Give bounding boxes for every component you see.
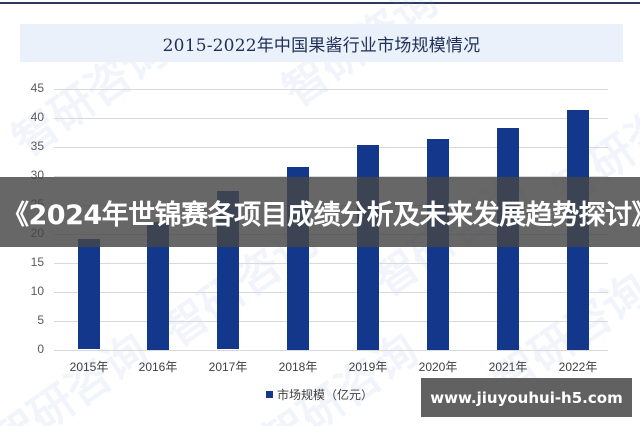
y-tick-label: 0 <box>37 342 44 356</box>
bar[interactable] <box>147 222 169 350</box>
banner-title: 《2024年世锦赛各项目成绩分析及未来发展趋势探讨》 <box>2 199 640 231</box>
x-tick-label: 2018年 <box>278 360 318 374</box>
y-tick-label: 40 <box>30 110 44 124</box>
overlay-banner[interactable]: 《2024年世锦赛各项目成绩分析及未来发展趋势探讨》 <box>0 177 640 247</box>
x-tick-label: 2021年 <box>488 360 528 374</box>
legend-label: 市场规模（亿元） <box>277 388 374 402</box>
y-tick-label: 10 <box>30 284 44 298</box>
x-tick-label: 2017年 <box>208 360 248 374</box>
gridline <box>54 118 608 119</box>
gridline <box>54 292 608 293</box>
chart-title-bar: 2015-2022年中国果酱行业市场规模情况 <box>20 24 623 62</box>
gridline <box>54 89 608 90</box>
chart-title: 2015-2022年中国果酱行业市场规模情况 <box>162 35 481 56</box>
y-tick-label: 15 <box>30 255 44 269</box>
y-tick-label: 45 <box>30 81 44 95</box>
bar[interactable] <box>78 239 100 349</box>
gridline <box>54 147 608 148</box>
top-rule <box>0 2 640 4</box>
site-url: www.jiuyouhui-h5.com <box>430 388 623 407</box>
bar[interactable] <box>357 145 379 350</box>
y-tick-label: 5 <box>37 313 44 327</box>
gridline <box>54 263 608 264</box>
x-tick-label: 2020年 <box>418 360 458 374</box>
site-url-badge[interactable]: www.jiuyouhui-h5.com <box>421 378 632 417</box>
x-tick-label: 2016年 <box>138 360 178 374</box>
x-tick-label: 2019年 <box>348 360 388 374</box>
x-tick-label: 2022年 <box>558 360 598 374</box>
gridline <box>54 350 608 351</box>
legend-swatch <box>266 391 273 398</box>
y-tick-label: 35 <box>30 139 44 153</box>
gridline <box>54 176 608 177</box>
gridline <box>54 321 608 322</box>
legend: 市场规模（亿元） <box>266 386 373 403</box>
x-tick-label: 2015年 <box>69 360 109 374</box>
